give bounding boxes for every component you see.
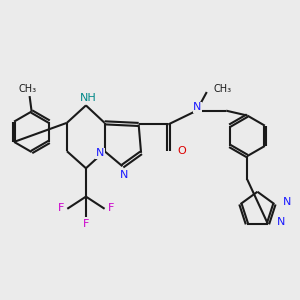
Text: O: O [177,146,186,156]
Text: N: N [193,102,202,112]
Text: F: F [83,219,89,229]
Text: N: N [95,148,104,158]
Text: CH₃: CH₃ [19,84,37,94]
Text: F: F [107,202,114,213]
Text: N: N [283,197,292,207]
Text: N: N [119,170,128,180]
Text: CH₃: CH₃ [213,84,231,94]
Text: F: F [58,202,64,213]
Text: NH: NH [80,93,96,103]
Text: N: N [277,217,285,227]
